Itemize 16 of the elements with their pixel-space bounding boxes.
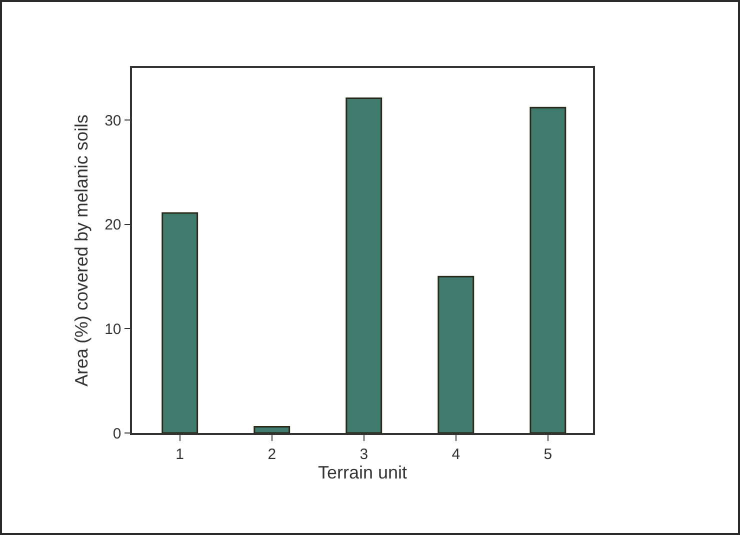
bar xyxy=(254,426,290,433)
x-tick-label: 5 xyxy=(544,446,552,463)
x-axis-title: Terrain unit xyxy=(318,462,408,483)
x-tick-label: 2 xyxy=(268,446,276,463)
y-tick-label: 10 xyxy=(104,320,122,338)
bar xyxy=(530,106,566,433)
x-tick-label: 3 xyxy=(360,446,368,463)
y-tick-label: 0 xyxy=(112,425,122,442)
bar xyxy=(162,212,198,433)
y-tick-label: 20 xyxy=(104,216,122,234)
y-tick-label: 30 xyxy=(104,112,122,130)
x-tick-label: 1 xyxy=(176,446,184,463)
y-axis-title: Area (%) covered by melanic soils xyxy=(71,114,92,387)
bar xyxy=(438,276,474,433)
bar xyxy=(346,97,382,433)
x-tick-label: 4 xyxy=(452,446,460,463)
